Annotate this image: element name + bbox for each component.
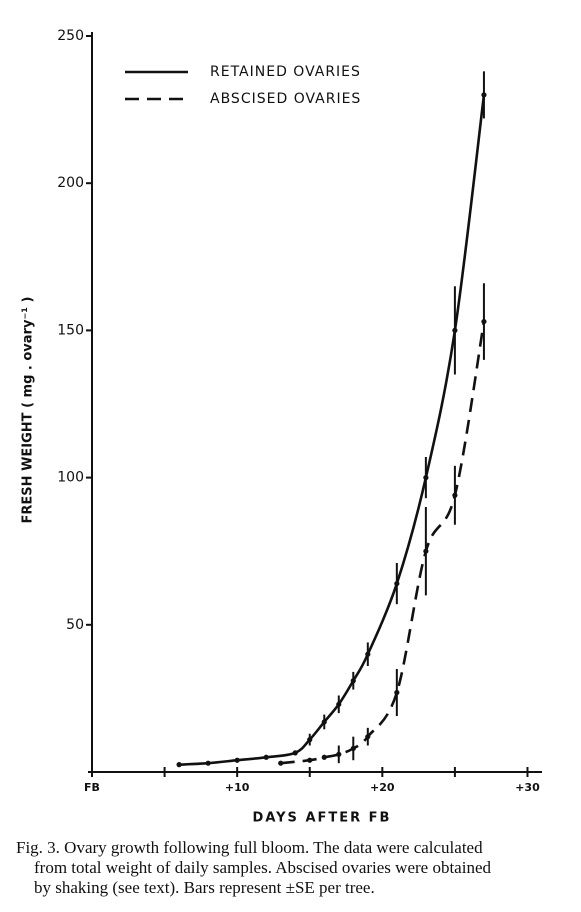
chart: FRESH WEIGHT ( mg . ovary⁻¹ ) DAYS AFTER… [21,28,542,826]
data-point [176,762,182,768]
legend-label: ABSCISED OVARIES [210,91,361,107]
legend-label: RETAINED OVARIES [210,64,361,80]
data-point [234,757,240,763]
x-tick-label: +20 [370,781,395,794]
y-tick-label: 150 [57,322,84,338]
y-axis-label: FRESH WEIGHT ( mg . ovary⁻¹ ) [21,297,36,524]
y-tick-label: 100 [57,470,84,486]
caption-line: Fig. 3. Ovary growth following full bloo… [16,838,483,857]
data-point [278,760,284,766]
caption-line: from total weight of daily samples. Absc… [34,858,491,877]
x-tick-label: +30 [515,781,540,794]
series-line [179,94,486,766]
y-tick-label: 250 [57,28,84,44]
x-tick-label: +10 [225,781,250,794]
x-tick-label: FB [84,781,100,794]
data-point [263,754,269,760]
y-tick-label: 200 [57,175,84,191]
data-point [205,760,211,766]
y-tick-label: 50 [66,617,84,633]
caption-line: by shaking (see text). Bars represent ±S… [34,878,375,897]
data-point [292,750,298,756]
data-point [307,757,313,763]
series-line [280,321,486,765]
caption: Fig. 3. Ovary growth following full bloo… [16,838,581,898]
x-axis-label: DAYS AFTER FB [253,811,392,826]
data-point [321,754,327,760]
